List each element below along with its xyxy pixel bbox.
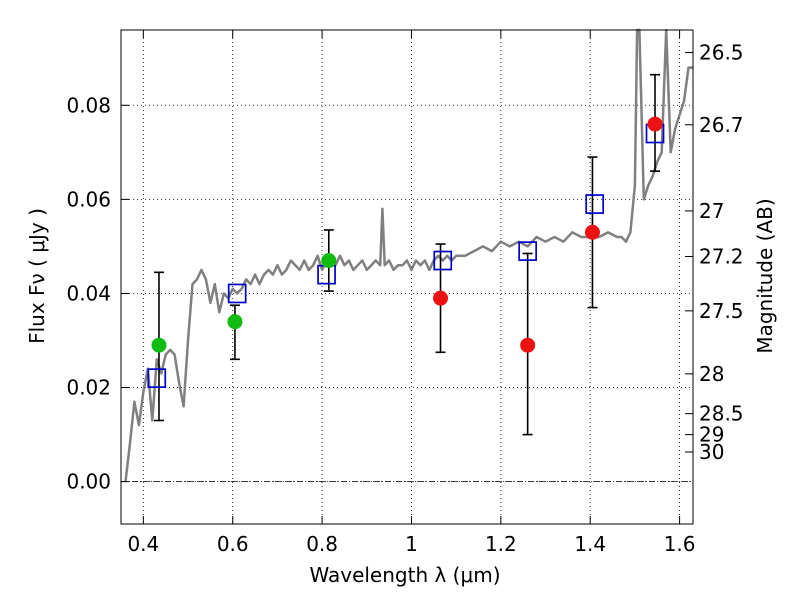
right-tick-label: 29 bbox=[699, 423, 724, 447]
model-spectrum-line bbox=[124, 28, 693, 482]
y-tick-label: 0.06 bbox=[66, 187, 111, 211]
y-tick-label: 0.00 bbox=[66, 470, 111, 494]
model-band-square bbox=[147, 368, 167, 389]
red-data-point bbox=[647, 116, 663, 132]
green-data-point bbox=[151, 337, 167, 353]
red-data-point bbox=[520, 337, 536, 353]
right-tick-label: 28 bbox=[699, 362, 724, 386]
model-band-square bbox=[585, 194, 605, 214]
plot-frame bbox=[120, 29, 694, 525]
y-tick-label: 0.02 bbox=[66, 376, 111, 400]
y-tick-label: 0.08 bbox=[66, 93, 111, 117]
data-point-layer bbox=[151, 116, 663, 353]
x-tick-label: 1.4 bbox=[574, 532, 606, 556]
green-data-point bbox=[227, 314, 243, 330]
right-tick-label: 27 bbox=[699, 199, 724, 223]
model-band-square bbox=[227, 283, 247, 304]
right-tick-label: 27.2 bbox=[699, 244, 744, 268]
x-tick-label: 0.4 bbox=[127, 532, 159, 556]
model-band-square bbox=[518, 241, 538, 261]
y-tick-label: 0.04 bbox=[66, 281, 111, 305]
x-axis-label: Wavelength λ (μm) bbox=[309, 563, 500, 587]
model-spectrum-layer bbox=[124, 28, 693, 482]
right-tick-label: 28.5 bbox=[699, 402, 744, 426]
right-tick-label: 30 bbox=[699, 440, 724, 464]
right-tick-label: 27.5 bbox=[699, 299, 744, 323]
green-data-point bbox=[321, 253, 337, 269]
x-tick-label: 1 bbox=[405, 532, 418, 556]
y-axis-label: Flux Fν ( μJy ) bbox=[25, 208, 49, 344]
red-data-point bbox=[584, 224, 600, 240]
model-band-square bbox=[433, 250, 453, 271]
x-tick-label: 0.8 bbox=[306, 532, 338, 556]
right-axis-label: Magnitude (AB) bbox=[753, 198, 777, 353]
plot-background bbox=[121, 30, 693, 524]
x-tick-label: 1.6 bbox=[664, 532, 696, 556]
x-tick-label: 0.6 bbox=[217, 532, 249, 556]
right-tick-label: 26.5 bbox=[699, 41, 744, 65]
x-tick-label: 1.2 bbox=[485, 532, 517, 556]
model-square-layer bbox=[147, 123, 665, 389]
red-data-point bbox=[433, 290, 449, 306]
tick-layer: 0.4 0.6 0.8 1 1.2 1.4 1.6 0.00 0.02 0.04 0.06 0.08 2… bbox=[66, 30, 744, 556]
right-tick-label: 26.7 bbox=[699, 113, 744, 137]
